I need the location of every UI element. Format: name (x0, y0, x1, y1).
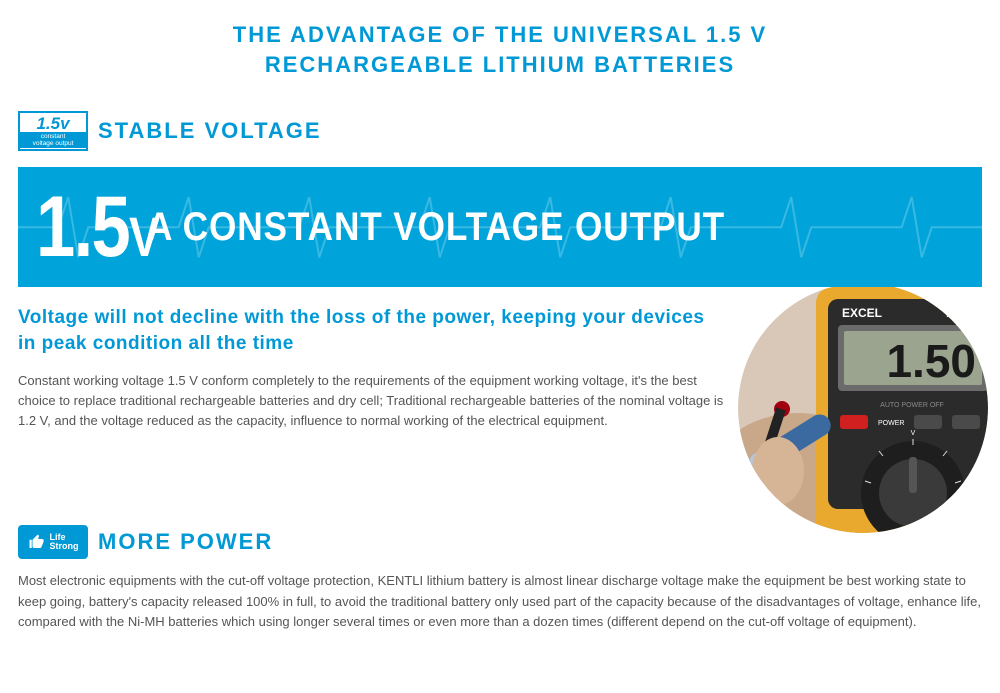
badge-voltage-caption: constant voltage output (20, 132, 86, 148)
page-title: THE ADVANTAGE OF THE UNIVERSAL 1.5 V REC… (0, 0, 1000, 87)
title-line-1: THE ADVANTAGE OF THE UNIVERSAL 1.5 V (233, 22, 767, 47)
svg-text:V: V (911, 430, 916, 437)
thumbs-up-icon (28, 533, 46, 551)
paragraph-1: Constant working voltage 1.5 V conform c… (18, 371, 728, 431)
section-stable-voltage-header: 1.5v constant voltage output STABLE VOLT… (0, 87, 1000, 163)
paragraph-2: Most electronic equipments with the cut-… (0, 565, 1000, 631)
meter-brand-label: EXCEL (842, 306, 882, 320)
svg-text:AUTO POWER OFF: AUTO POWER OFF (880, 402, 944, 409)
banner-subtitle: A CONSTANT VOLTAGE OUTPUT (147, 205, 725, 250)
multimeter-image: EXCEL DT9205 1.50 AUTO POWER OFF POWER (738, 283, 988, 533)
banner-voltage-big: 1.5V (36, 184, 158, 270)
life-strong-badge-icon: Life Strong (18, 525, 88, 559)
svg-text:POWER: POWER (878, 420, 904, 427)
voltage-badge-icon: 1.5v constant voltage output (18, 111, 88, 151)
lead-paragraph: Voltage will not decline with the loss o… (18, 305, 728, 356)
section-title-stable-voltage: STABLE VOLTAGE (98, 118, 322, 144)
meter-model-label: DT9205 (946, 309, 982, 320)
section-title-more-power: MORE POWER (98, 529, 273, 555)
body-text-column: Voltage will not decline with the loss o… (18, 305, 728, 533)
meter-lcd-reading: 1.50 (886, 335, 976, 387)
body-row: Voltage will not decline with the loss o… (0, 287, 1000, 533)
life-strong-text: Life Strong (50, 533, 79, 552)
title-line-2: RECHARGEABLE LITHIUM BATTERIES (265, 52, 735, 77)
badge-voltage-value: 1.5v (36, 115, 69, 132)
constant-voltage-banner: 1.5V A CONSTANT VOLTAGE OUTPUT (18, 167, 982, 287)
